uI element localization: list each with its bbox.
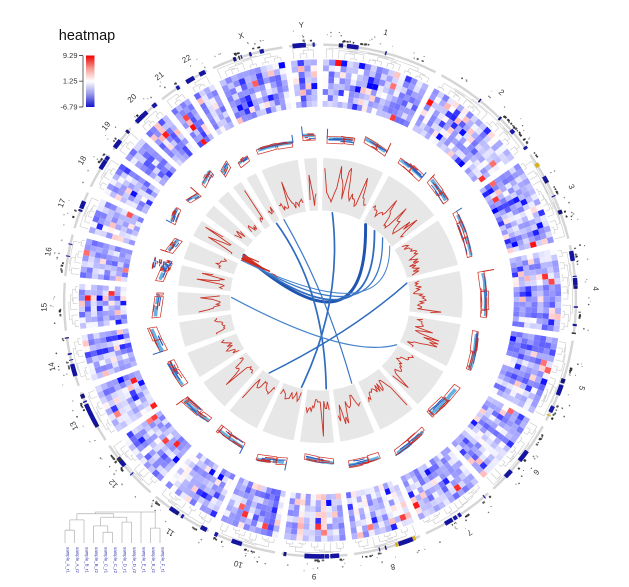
svg-text:2: 2 <box>497 88 507 98</box>
svg-text:10: 10 <box>232 558 244 569</box>
svg-text:sample_E_r2: sample_E_r2 <box>151 547 156 573</box>
svg-text:heatmap: heatmap <box>59 28 115 44</box>
svg-text:4: 4 <box>591 286 600 291</box>
svg-text:sample_F_r1: sample_F_r1 <box>161 547 166 573</box>
svg-text:15: 15 <box>39 302 48 312</box>
svg-text:sample_B_r1: sample_B_r1 <box>85 547 90 573</box>
svg-text:1: 1 <box>383 28 390 38</box>
svg-text:sample_A_r1: sample_A_r1 <box>66 547 71 573</box>
svg-text:8: 8 <box>389 562 396 572</box>
svg-text:16: 16 <box>43 246 54 257</box>
svg-text:sample_E_r1: sample_E_r1 <box>142 547 147 573</box>
svg-text:sample_B_r2: sample_B_r2 <box>94 547 99 573</box>
svg-text:Y: Y <box>298 20 305 29</box>
svg-text:9.29: 9.29 <box>63 51 78 60</box>
svg-text:sample_C_r1: sample_C_r1 <box>104 547 109 574</box>
svg-text:sample_D_r1: sample_D_r1 <box>123 547 128 574</box>
svg-text:sample_A_r2: sample_A_r2 <box>75 547 80 573</box>
svg-text:-6.79: -6.79 <box>60 102 77 111</box>
svg-text:X: X <box>237 31 245 41</box>
svg-text:9: 9 <box>311 572 316 581</box>
svg-text:7: 7 <box>465 527 474 537</box>
svg-text:5: 5 <box>577 385 587 393</box>
svg-text:6: 6 <box>531 467 541 477</box>
svg-text:1.25: 1.25 <box>63 77 78 86</box>
svg-text:17: 17 <box>56 197 68 209</box>
svg-text:sample_C_r2: sample_C_r2 <box>113 547 118 574</box>
svg-text:sample_D_r2: sample_D_r2 <box>132 547 137 574</box>
svg-text:3: 3 <box>566 183 576 191</box>
svg-text:14: 14 <box>46 361 57 372</box>
